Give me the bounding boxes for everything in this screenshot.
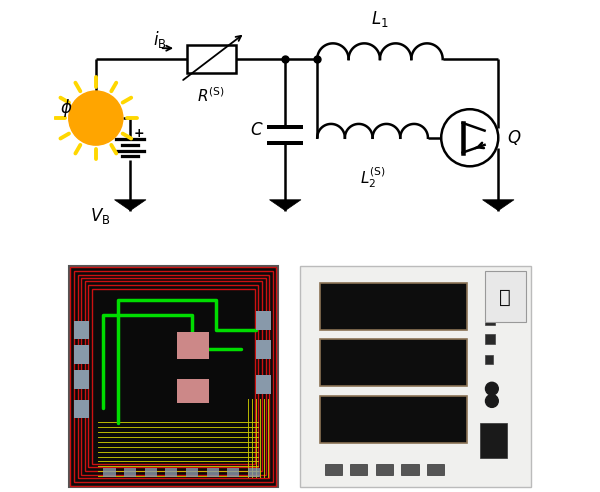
Bar [85,281,262,471]
Text: +: + [134,127,145,140]
Circle shape [69,91,123,145]
Bar [81,278,266,475]
Text: $\phi$: $\phi$ [60,97,73,119]
Bar [248,468,260,477]
Bar [206,468,219,477]
Text: $V_{\mathrm{B}}$: $V_{\mathrm{B}}$ [91,207,111,226]
Text: $C$: $C$ [250,121,263,139]
Text: $L_1$: $L_1$ [371,8,389,29]
Bar [485,271,526,322]
Bar [256,340,271,359]
Bar [186,468,198,477]
Bar [485,355,493,364]
Bar [74,321,89,339]
Polygon shape [115,200,146,211]
Bar [177,379,209,403]
Bar [165,468,178,477]
Circle shape [485,395,498,407]
Bar [256,311,271,330]
Bar [401,464,419,475]
Bar [92,289,255,464]
Bar [124,468,136,477]
Bar [74,271,273,482]
Bar [427,464,444,475]
Bar [320,339,467,386]
Text: $L_2^{(\mathrm{S})}$: $L_2^{(\mathrm{S})}$ [359,165,385,189]
Bar [350,464,367,475]
Bar [103,468,116,477]
Bar [70,267,277,486]
Text: 囍: 囍 [499,288,511,307]
Bar [69,266,278,487]
Bar [187,45,236,73]
Bar [485,314,496,325]
Bar [256,375,271,394]
Polygon shape [482,200,514,211]
Circle shape [485,382,498,395]
Bar [77,275,269,478]
Bar [74,400,89,418]
Polygon shape [269,200,301,211]
Text: $Q$: $Q$ [507,128,521,147]
Bar [325,464,342,475]
Bar [485,334,496,344]
Bar [376,464,393,475]
Bar [300,266,531,487]
Bar [177,332,209,359]
Bar [320,396,467,443]
Bar [227,468,239,477]
Bar [74,370,89,389]
Bar [88,285,258,467]
Text: $i_{\mathrm{B}}$: $i_{\mathrm{B}}$ [153,29,167,50]
Bar [320,283,467,330]
Text: $R^{(\mathrm{S})}$: $R^{(\mathrm{S})}$ [197,86,226,105]
Bar [74,345,89,364]
Bar [145,468,157,477]
Bar [479,423,506,458]
